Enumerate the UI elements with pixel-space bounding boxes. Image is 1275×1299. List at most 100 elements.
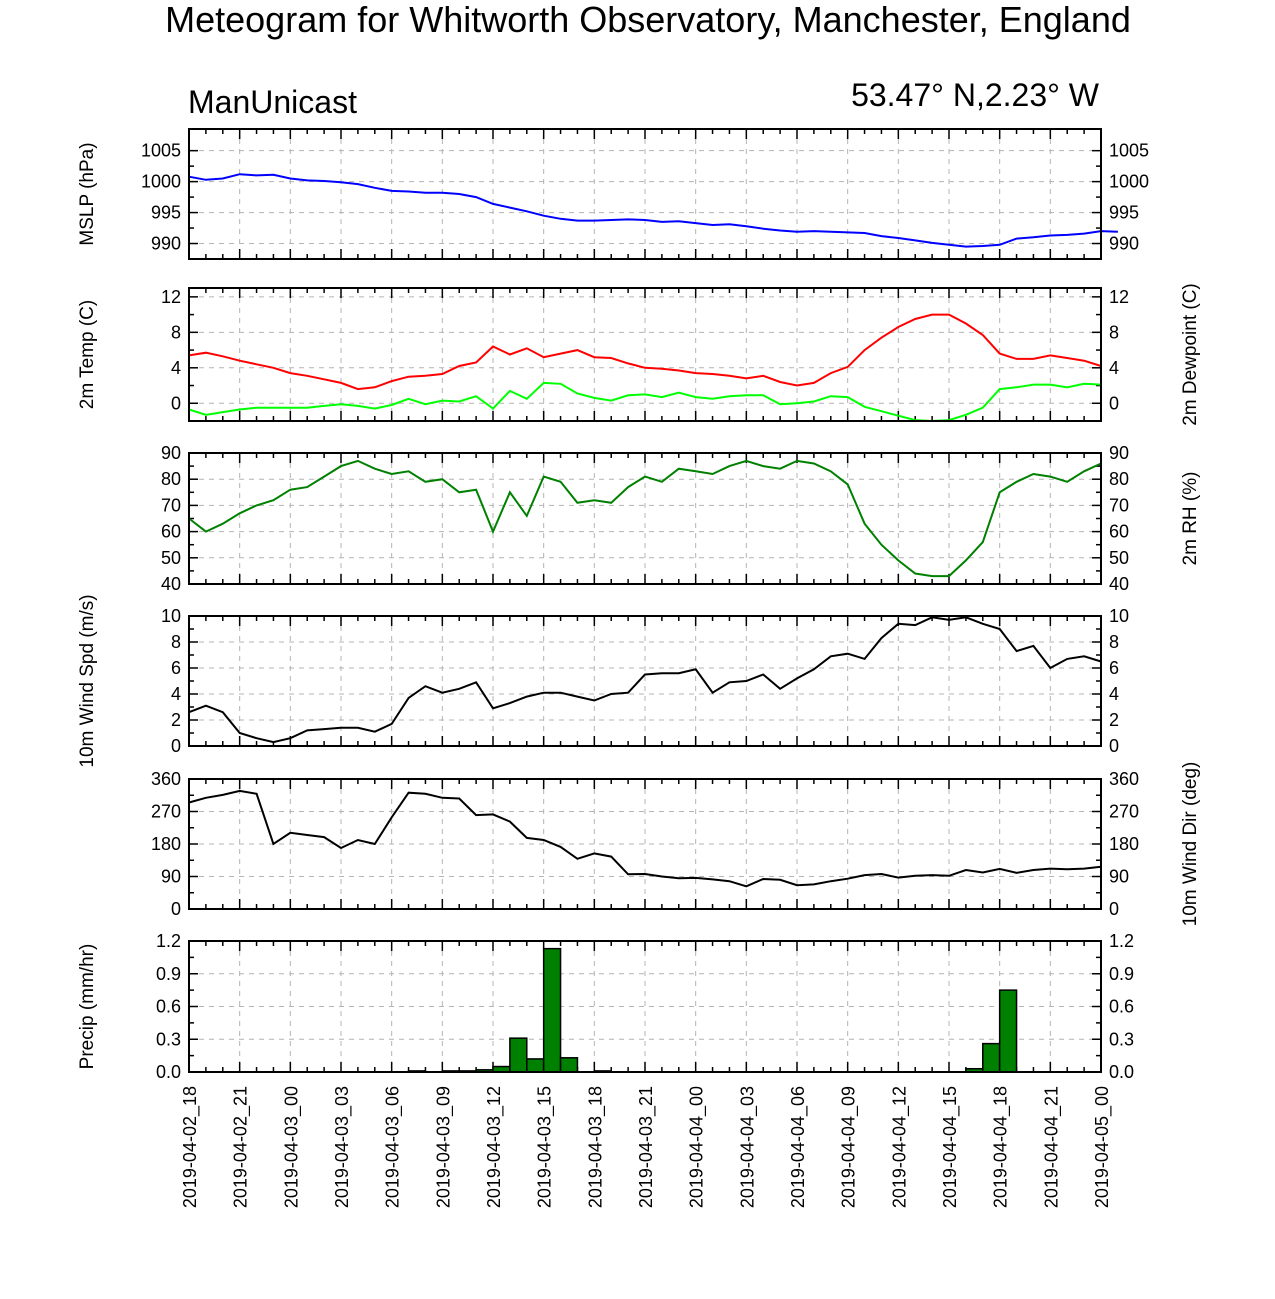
mslp-panel: 990 990 995 995 1000 1000 1005 1005 MSLP (hPa) (77, 128, 1149, 260)
rh-frame (188, 452, 1102, 585)
wind_spd-ytick-label-right: 4 (1109, 684, 1119, 704)
x-tick-label: 2019-04-03_00 (281, 1086, 302, 1208)
wind_spd-ytick-label-left: 8 (171, 632, 181, 652)
wind_spd-ytick-label-left: 6 (171, 658, 181, 678)
temp_dew-ylabel-left: 2m Temp (C) (77, 300, 98, 409)
temp_dew-ytick-label-right: 4 (1109, 358, 1119, 378)
x-tick-label: 2019-04-03_18 (585, 1086, 606, 1208)
mslp-ytick-label-left: 990 (151, 234, 181, 254)
precip-ytick-label-left: 0.3 (156, 1029, 181, 1049)
precip-ytick-label-right: 0.6 (1109, 997, 1134, 1017)
precip-bar (526, 1058, 545, 1073)
rh-ylabel-right: 2m RH (%) (1180, 472, 1201, 566)
temp_dew-panel: 0 0 4 4 8 8 12 12 2m Temp (C) 2m Dewpoint (C) (77, 283, 1201, 426)
precip-ytick-label-right: 0.3 (1109, 1029, 1134, 1049)
wind_dir-panel: 0 0 90 90 180 180 270 270 360 360 10m Wind Dir (de… (151, 762, 1201, 927)
x-tick-label: 2019-04-04_18 (991, 1086, 1012, 1208)
mslp-ylabel-left: MSLP (hPa) (77, 142, 98, 245)
rh-ytick-label-right: 70 (1109, 495, 1129, 515)
x-tick-label: 2019-04-04_15 (940, 1086, 961, 1208)
rh-ytick-label-right: 50 (1109, 548, 1129, 568)
rh-ytick-label-right: 90 (1109, 443, 1129, 463)
wind_spd-ytick-label-left: 4 (171, 684, 181, 704)
x-tick-label: 2019-04-04_12 (889, 1086, 910, 1208)
x-tick-label: 2019-04-02_21 (231, 1086, 252, 1208)
precip-ytick-label-left: 0.6 (156, 997, 181, 1017)
rh-ytick-label-left: 60 (161, 522, 181, 542)
wind_spd-ytick-label-left: 2 (171, 710, 181, 730)
rh-ytick-label-right: 60 (1109, 522, 1129, 542)
wind_spd-panel: 0 0 2 2 4 4 6 6 8 8 10 10 10m Wind Spd (m/s) (77, 594, 1129, 767)
x-tick-label: 2019-04-03_09 (433, 1086, 454, 1208)
wind_dir-ytick-label-right: 360 (1109, 769, 1139, 789)
wind_spd-ytick-label-right: 2 (1109, 710, 1119, 730)
precip-ytick-label-left: 0.0 (156, 1062, 181, 1082)
rh-ytick-label-left: 90 (161, 443, 181, 463)
temp_dew-ytick-label-left: 12 (161, 287, 181, 307)
wind_spd-ytick-label-right: 6 (1109, 658, 1119, 678)
x-tick-label: 2019-04-03_06 (383, 1086, 404, 1208)
precip-bar (559, 1057, 579, 1073)
precip-ytick-label-left: 1.2 (156, 931, 181, 951)
wind_dir-ytick-label-left: 360 (151, 769, 181, 789)
temp_dew-ylabel-right: 2m Dewpoint (C) (1180, 283, 1201, 426)
wind_spd-ytick-label-right: 8 (1109, 632, 1119, 652)
x-tick-label: 2019-04-04_03 (737, 1086, 758, 1208)
rh-ytick-label-right: 80 (1109, 469, 1129, 489)
precip-frame (188, 940, 1102, 1073)
x-axis: 2019-04-02_18 2019-04-02_21 2019-04-03_00 2… (180, 1086, 1113, 1208)
wind_dir-ytick-label-right: 0 (1109, 899, 1119, 919)
wind_spd-ytick-label-right: 0 (1109, 736, 1119, 756)
x-tick-label: 2019-04-04_09 (839, 1086, 860, 1208)
mslp-ytick-label-right: 990 (1109, 234, 1139, 254)
temp_dew-ytick-label-right: 0 (1109, 393, 1119, 413)
rh-ytick-label-right: 40 (1109, 574, 1129, 594)
precip-bar (542, 947, 562, 1073)
wind_spd-ylabel-left: 10m Wind Spd (m/s) (77, 594, 98, 767)
wind_spd-series-0-line (188, 616, 1102, 744)
mslp-frame (188, 128, 1102, 260)
temp_dew-ytick-label-left: 4 (171, 358, 181, 378)
temp_dew-ytick-label-left: 8 (171, 322, 181, 342)
precip-ylabel-left: Precip (mm/hr) (77, 944, 98, 1070)
precip-ytick-label-left: 0.9 (156, 964, 181, 984)
precip-ytick-label-right: 1.2 (1109, 931, 1134, 951)
temp_dew-ytick-label-right: 12 (1109, 287, 1129, 307)
x-tick-label: 2019-04-04_06 (788, 1086, 809, 1208)
wind_dir-frame (188, 778, 1102, 910)
precip-bar (998, 989, 1018, 1073)
wind_spd-ytick-label-right: 10 (1109, 606, 1129, 626)
wind_dir-ytick-label-left: 0 (171, 899, 181, 919)
rh-ytick-label-left: 50 (161, 548, 181, 568)
precip-ytick-label-right: 0.9 (1109, 964, 1134, 984)
mslp-ytick-label-left: 995 (151, 203, 181, 223)
mslp-ytick-label-left: 1000 (141, 172, 181, 192)
wind_dir-ylabel-right: 10m Wind Dir (deg) (1180, 762, 1201, 927)
wind_spd-ytick-label-left: 10 (161, 606, 181, 626)
rh-ytick-label-left: 80 (161, 469, 181, 489)
location-label: 53.47° N,2.23° W (851, 77, 1100, 113)
rh-series-0-line (188, 459, 1102, 578)
chart-title: Meteogram for Whitworth Observatory, Man… (165, 0, 1131, 40)
precip-panel: 0.0 0.0 0.3 0.3 0.6 0.6 0.9 0.9 1.2 1.2 Precip (mm… (77, 931, 1134, 1082)
x-tick-label: 2019-04-04_21 (1041, 1086, 1062, 1208)
source-label: ManUnicast (188, 84, 357, 120)
mslp-ytick-label-left: 1005 (141, 141, 181, 161)
temp_dew-ytick-label-right: 8 (1109, 322, 1119, 342)
temp_dew-series-0-line (188, 313, 1102, 391)
x-tick-label: 2019-04-03_15 (535, 1086, 556, 1208)
wind_spd-ytick-label-left: 0 (171, 736, 181, 756)
mslp-series-0-line (188, 173, 1118, 248)
x-tick-label: 2019-04-03_03 (332, 1086, 353, 1208)
mslp-ytick-label-right: 995 (1109, 203, 1139, 223)
rh-ytick-label-left: 70 (161, 495, 181, 515)
wind_dir-ytick-label-left: 90 (161, 867, 181, 887)
rh-ytick-label-left: 40 (161, 574, 181, 594)
precip-ytick-label-right: 0.0 (1109, 1062, 1134, 1082)
temp_dew-ytick-label-left: 0 (171, 393, 181, 413)
wind_dir-ytick-label-left: 180 (151, 834, 181, 854)
precip-bar (982, 1042, 1001, 1073)
x-tick-label: 2019-04-03_12 (484, 1086, 505, 1208)
